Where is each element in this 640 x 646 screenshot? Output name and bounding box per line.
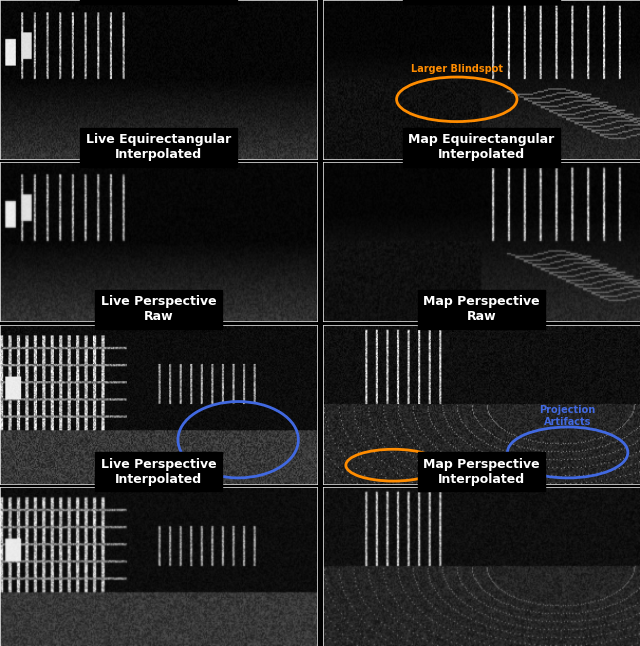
Text: Larger Blindspot: Larger Blindspot: [411, 64, 503, 74]
Title: Live Perspective
Raw: Live Perspective Raw: [100, 295, 216, 324]
Title: Live Perspective
Interpolated: Live Perspective Interpolated: [100, 458, 216, 486]
Title: Map Perspective
Raw: Map Perspective Raw: [423, 295, 540, 324]
Text: Projection
Artifacts: Projection Artifacts: [540, 405, 596, 426]
Title: Map Perspective
Interpolated: Map Perspective Interpolated: [423, 458, 540, 486]
Title: Map Equirectangular
Interpolated: Map Equirectangular Interpolated: [408, 133, 555, 161]
Title: Live Equirectangular
Interpolated: Live Equirectangular Interpolated: [86, 133, 231, 161]
